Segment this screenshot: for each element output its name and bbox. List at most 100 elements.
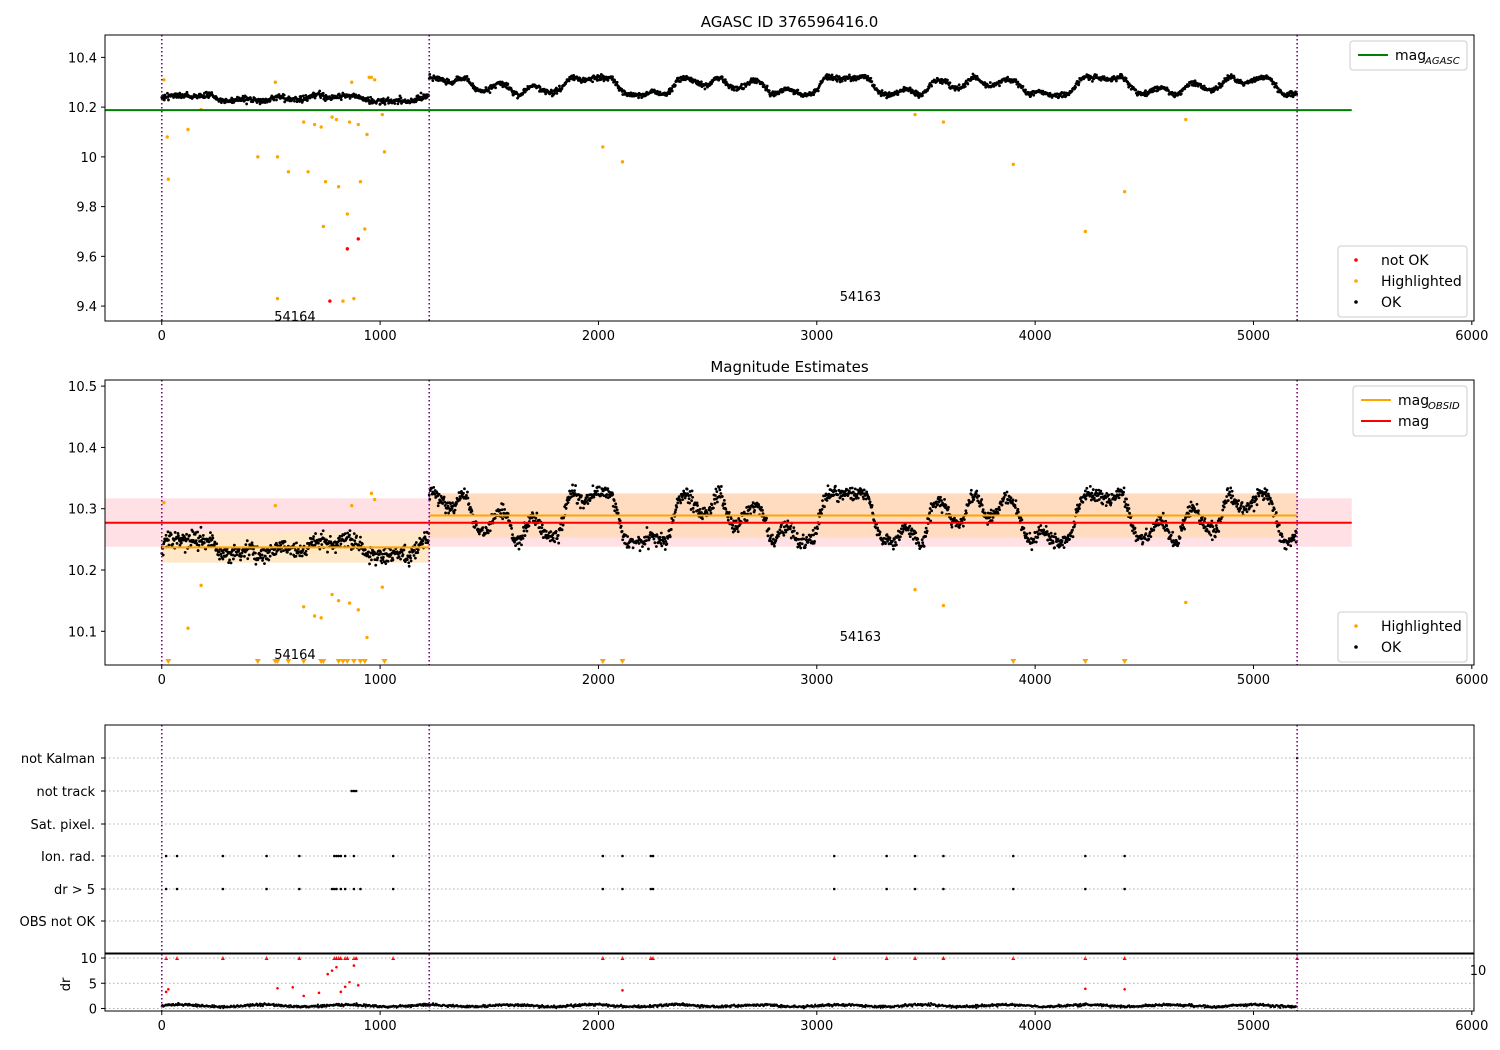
ok-point <box>648 536 651 540</box>
ok-point <box>980 498 984 501</box>
ok-point <box>1084 497 1088 501</box>
ok-point <box>413 556 417 560</box>
ok-point <box>908 524 912 528</box>
axes-frame <box>104 724 1475 954</box>
ok-point <box>318 89 322 93</box>
obsid-label: 54163 <box>840 290 881 305</box>
ok-point <box>791 534 795 538</box>
ok-point <box>1171 530 1175 534</box>
ok-point <box>379 550 382 554</box>
ok-point <box>850 486 854 490</box>
ok-point <box>1252 76 1256 80</box>
ok-point <box>493 516 497 520</box>
ok-point <box>433 492 437 496</box>
ok-point <box>935 500 938 504</box>
ok-point <box>655 534 659 538</box>
ok-point <box>1266 492 1270 496</box>
legend-swatch <box>1354 300 1358 304</box>
ok-point <box>1255 497 1258 501</box>
legend-label: Highlighted <box>1381 274 1462 290</box>
ok-point <box>614 502 618 506</box>
ok-point <box>1041 89 1045 93</box>
ok-point <box>204 95 207 99</box>
ok-point <box>800 542 804 546</box>
chart-title: AGASC ID 376596416.0 <box>701 13 879 31</box>
ok-point <box>477 532 481 536</box>
ok-point <box>1247 503 1250 507</box>
ok-point <box>934 505 937 509</box>
ok-point <box>892 547 895 551</box>
ok-point <box>1025 532 1029 536</box>
ok-point <box>486 528 490 532</box>
ok-point <box>1105 491 1109 495</box>
ok-point <box>333 540 337 544</box>
ok-point <box>211 536 215 540</box>
ok-point <box>691 495 694 499</box>
ok-point <box>723 78 727 82</box>
ok-point <box>1252 509 1256 513</box>
ok-point <box>611 75 614 79</box>
ok-point <box>658 535 662 539</box>
legend-label: mag <box>1398 414 1429 430</box>
flag-point <box>337 854 340 858</box>
ok-point <box>209 531 212 535</box>
ok-point <box>446 504 450 508</box>
ok-point <box>626 535 630 538</box>
ok-point <box>506 82 510 86</box>
ok-point <box>1101 502 1105 506</box>
ok-point <box>832 493 836 497</box>
flag-point <box>1084 854 1087 858</box>
highlighted-point <box>1011 162 1015 167</box>
ok-point <box>1071 528 1074 532</box>
ok-point <box>664 540 668 543</box>
ok-point <box>393 102 397 105</box>
ok-point <box>243 550 247 554</box>
ok-point <box>899 527 903 531</box>
ok-point <box>376 556 380 560</box>
ok-point <box>1168 537 1172 540</box>
ok-point <box>421 539 425 543</box>
ok-point <box>1125 497 1128 501</box>
ok-point <box>1004 80 1008 83</box>
ok-point <box>972 498 976 501</box>
ok-point <box>1016 507 1020 511</box>
ok-point <box>219 552 223 556</box>
ok-point <box>1081 500 1085 504</box>
ok-point <box>453 508 457 512</box>
axes-frame <box>104 34 1475 322</box>
ok-point <box>466 496 470 500</box>
ok-point <box>848 73 851 77</box>
ok-point <box>663 548 667 551</box>
ok-point <box>929 519 933 523</box>
ok-point <box>381 558 385 561</box>
ok-point <box>895 543 898 547</box>
ok-point <box>946 78 949 82</box>
x-tick-label: 6000 <box>1455 673 1488 688</box>
ok-point <box>261 559 264 562</box>
ok-point <box>1239 78 1242 82</box>
ok-point <box>843 490 847 493</box>
ok-point <box>875 533 879 537</box>
ok-point <box>966 82 970 86</box>
ok-point <box>853 492 857 496</box>
ok-point <box>1039 524 1043 527</box>
ok-point <box>1267 494 1271 498</box>
ok-point <box>1147 537 1151 541</box>
ok-point <box>320 543 324 546</box>
ok-point <box>186 537 190 541</box>
flag-point <box>221 854 225 858</box>
ok-point <box>254 562 258 566</box>
ok-point <box>360 542 364 546</box>
dr-ok-point <box>247 1003 250 1006</box>
ok-point <box>755 81 758 85</box>
ok-point <box>1292 538 1296 542</box>
ok-point <box>795 531 799 535</box>
ok-point <box>1250 504 1253 508</box>
ok-point <box>779 523 783 527</box>
ok-point <box>523 534 527 537</box>
ok-point <box>1203 525 1207 529</box>
highlighted-point <box>273 503 278 508</box>
ok-point <box>237 547 241 551</box>
ok-point <box>928 507 932 510</box>
ok-point <box>732 88 736 92</box>
